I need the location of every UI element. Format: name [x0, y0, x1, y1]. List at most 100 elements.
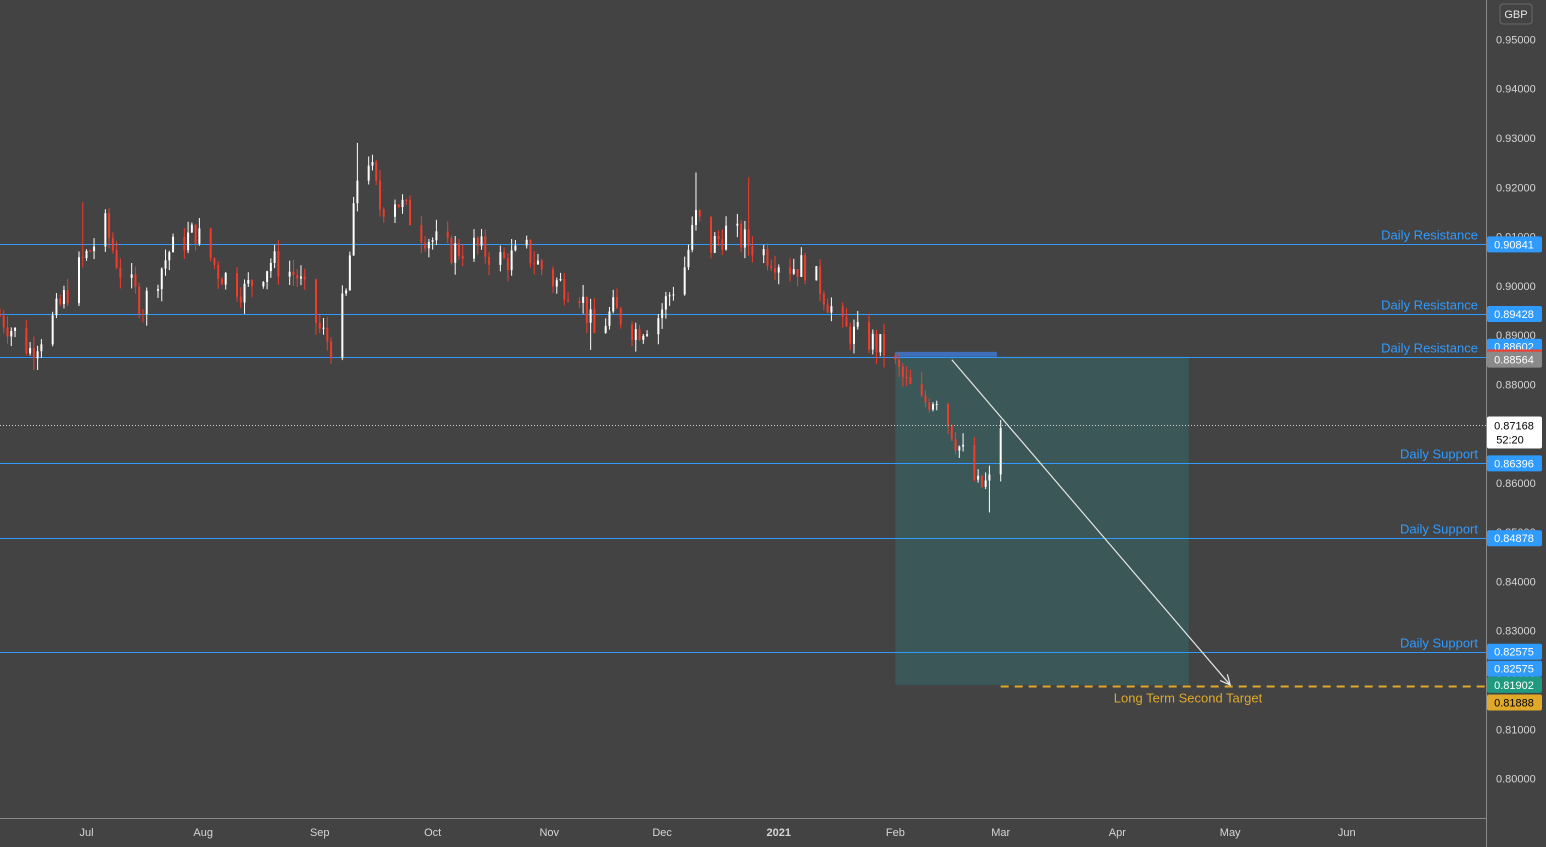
- candle-body-157: [822, 293, 825, 305]
- plot-background: [0, 0, 1486, 818]
- short-position-box[interactable]: [895, 351, 1189, 685]
- currency-label: GBP: [1504, 9, 1527, 21]
- candle-body-126: [661, 309, 664, 318]
- candle-body-95: [499, 252, 502, 265]
- candle-body-137: [717, 236, 720, 240]
- price-tag-1: [1487, 305, 1542, 322]
- candle-body-163: [852, 326, 855, 344]
- candle-body-146: [766, 249, 769, 266]
- candle-body-24: [119, 267, 122, 278]
- candle-body-54: [277, 251, 280, 277]
- candle-body-105: [552, 269, 555, 287]
- candle-body-47: [243, 283, 246, 303]
- price-tick-label-2: 0.93000: [1496, 133, 1536, 145]
- price-tag-text-6: 0.84878: [1494, 533, 1534, 545]
- candle-body-34: [172, 236, 175, 253]
- candles: [0, 142, 1002, 513]
- candle-body-165: [868, 321, 871, 350]
- candle-body-27: [138, 286, 141, 314]
- price-tag-0: [1487, 236, 1542, 253]
- candle-body-186: [977, 475, 980, 480]
- projection-arrow[interactable]: [951, 359, 1232, 687]
- candle-body-183: [958, 446, 961, 451]
- candle-body-59: [303, 276, 306, 280]
- candle-body-56: [292, 271, 295, 276]
- candle-body-82: [427, 241, 430, 249]
- candle-body-124: [646, 334, 649, 336]
- price-tags: 0.908410.894280.886020.885650.885640.863…: [1487, 236, 1542, 711]
- time-tick-label-5: Dec: [652, 827, 672, 839]
- candle-body-2: [6, 327, 9, 337]
- price-tag-7: [1487, 643, 1542, 660]
- candle-body-36: [187, 232, 190, 251]
- candle-body-177: [928, 402, 931, 410]
- currency-badge[interactable]: GBP: [1499, 3, 1533, 25]
- candle-body-73: [378, 180, 381, 210]
- time-axis[interactable]: Jul Aug Sep Oct Nov Dec 2021 Feb Mar Apr May Jun: [0, 818, 1486, 840]
- current-price-text: 0.87168: [1494, 421, 1534, 433]
- current-price-tag: [1487, 416, 1542, 449]
- price-tag-8: [1487, 660, 1542, 677]
- candle-body-23: [115, 250, 118, 268]
- candle-body-170: [894, 355, 897, 360]
- candle-body-190: [999, 428, 1002, 475]
- candle-body-141: [740, 223, 743, 248]
- candle-body-17: [85, 250, 88, 259]
- time-tick-label-1: Aug: [193, 827, 213, 839]
- candle-body-129: [672, 294, 675, 296]
- candle-body-127: [664, 296, 667, 310]
- price-tag-text-1: 0.89428: [1494, 309, 1534, 321]
- candle-body-1: [2, 315, 5, 328]
- candle-body-90: [473, 237, 476, 259]
- long-term-target-line: Long Term Second Target: [1000, 685, 1486, 706]
- candle-body-15: [78, 257, 81, 304]
- candle-body-138: [721, 239, 724, 250]
- time-tick-label-4: Nov: [539, 827, 559, 839]
- candle-body-12: [59, 298, 62, 305]
- time-tick-label-11: Jun: [1338, 827, 1356, 839]
- candle-body-65: [341, 293, 344, 359]
- candle-body-88: [457, 243, 460, 256]
- candle-body-48: [247, 280, 250, 284]
- candle-body-32: [164, 260, 167, 269]
- candle-body-78: [405, 199, 408, 201]
- candle-body-161: [845, 316, 848, 327]
- candle-body-94: [488, 256, 491, 265]
- candle-body-140: [736, 223, 739, 226]
- candle-body-22: [111, 237, 114, 251]
- candle-body-106: [555, 280, 558, 287]
- candle-body-150: [789, 267, 792, 274]
- candle-body-187: [980, 475, 983, 487]
- projection-arrow-line: [951, 359, 1231, 686]
- candle-body-60: [315, 279, 318, 323]
- currency-badge-box: [1499, 3, 1533, 25]
- candle-body-158: [826, 304, 829, 313]
- candle-body-93: [484, 236, 487, 257]
- level-label-4: Daily Support: [1400, 522, 1478, 537]
- candle-body-18: [89, 250, 92, 252]
- candle-body-115: [604, 325, 607, 334]
- candle-body-37: [190, 224, 193, 233]
- price-tick-label-0: 0.95000: [1496, 34, 1536, 46]
- price-tick-label-7: 0.88000: [1496, 379, 1536, 391]
- candle-body-159: [830, 306, 833, 313]
- candle-body-51: [266, 271, 269, 282]
- candle-body-42: [217, 264, 220, 279]
- candle-body-121: [634, 329, 637, 340]
- price-tag-text-7: 0.82575: [1494, 647, 1534, 659]
- candle-body-156: [819, 266, 822, 294]
- candle-body-11: [55, 298, 58, 316]
- candle-body-155: [815, 266, 818, 281]
- candle-body-50: [262, 281, 265, 287]
- bar-countdown-text: 52:20: [1496, 435, 1524, 447]
- candle-body-5: [25, 327, 28, 354]
- candle-body-142: [743, 229, 746, 248]
- candle-body-99: [514, 245, 517, 251]
- candle-body-149: [777, 267, 780, 273]
- candle-body-63: [326, 327, 329, 342]
- time-tick-label-2: Sep: [310, 827, 330, 839]
- candle-body-70: [367, 165, 370, 181]
- level-label-0: Daily Resistance: [1381, 228, 1478, 243]
- candle-body-89: [461, 255, 464, 259]
